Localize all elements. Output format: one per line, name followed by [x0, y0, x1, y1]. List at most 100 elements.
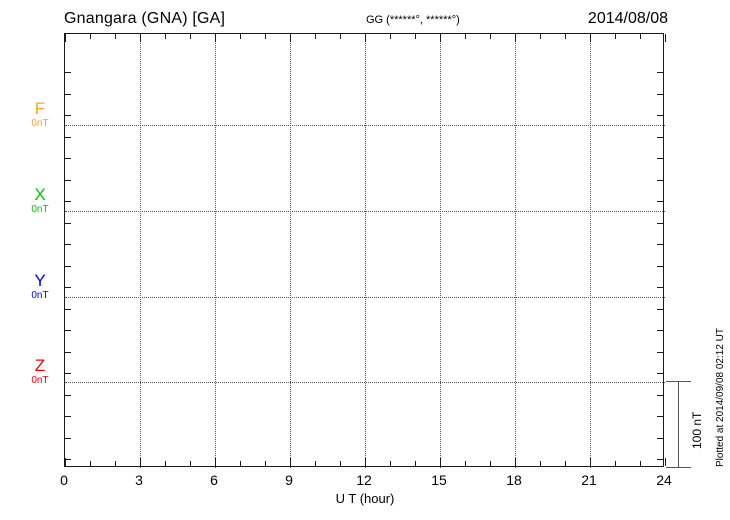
x-tick-minor — [565, 34, 566, 39]
x-tick-major — [515, 458, 516, 466]
x-tick-minor — [615, 461, 616, 466]
x-tick-minor — [490, 461, 491, 466]
y-tick-minor — [65, 438, 71, 439]
x-axis-title: U T (hour) — [335, 491, 395, 506]
y-tick-minor — [65, 266, 71, 267]
y-tick-minor — [657, 223, 663, 224]
plotted-at-timestamp: Plotted at 2014/09/08 02:12 UT — [715, 328, 726, 467]
component-letter: F — [34, 99, 46, 118]
x-tick-major — [215, 34, 216, 42]
x-tick-major — [665, 458, 666, 466]
y-tick-minor — [65, 180, 71, 181]
component-label-y: Y 0nT — [18, 272, 62, 302]
gridline-vertical — [515, 34, 516, 468]
x-tick-minor — [165, 34, 166, 39]
x-tick-label: 0 — [60, 472, 68, 488]
x-tick-minor — [465, 34, 466, 39]
scale-bar-cap-top — [666, 381, 691, 382]
x-tick-minor — [640, 34, 641, 39]
y-tick-minor — [657, 158, 663, 159]
x-tick-major — [590, 34, 591, 42]
component-baseline-value: 0nT — [31, 204, 49, 215]
y-tick-minor — [657, 180, 663, 181]
y-tick-minor — [65, 309, 71, 310]
x-tick-minor — [165, 461, 166, 466]
x-tick-minor — [115, 34, 116, 39]
gridline-baseline-f — [65, 125, 665, 126]
x-tick-major — [590, 458, 591, 466]
x-tick-minor — [90, 461, 91, 466]
x-tick-label: 12 — [356, 472, 372, 488]
y-tick-minor — [65, 416, 71, 417]
component-baseline-value: 0nT — [31, 118, 49, 129]
y-tick-minor — [657, 266, 663, 267]
y-tick-minor — [65, 373, 71, 374]
y-tick-minor — [657, 94, 663, 95]
x-tick-minor — [415, 34, 416, 39]
x-tick-major — [140, 458, 141, 466]
x-tick-minor — [390, 34, 391, 39]
y-tick-minor — [657, 459, 663, 460]
y-tick-minor — [65, 459, 71, 460]
y-tick-minor — [65, 395, 71, 396]
x-tick-major — [365, 458, 366, 466]
y-tick-minor — [657, 438, 663, 439]
y-tick-minor — [657, 309, 663, 310]
y-tick-minor — [657, 72, 663, 73]
component-letter: Y — [34, 271, 46, 290]
y-tick-minor — [657, 115, 663, 116]
x-tick-major — [290, 458, 291, 466]
y-tick-minor — [65, 287, 71, 288]
x-tick-label: 6 — [210, 472, 218, 488]
x-tick-minor — [565, 461, 566, 466]
y-tick-minor — [657, 201, 663, 202]
x-tick-major — [665, 34, 666, 42]
component-label-f: F 0nT — [18, 100, 62, 130]
y-tick-minor — [657, 395, 663, 396]
scale-bar-cap-bottom — [666, 467, 691, 468]
x-tick-minor — [240, 461, 241, 466]
x-tick-minor — [90, 34, 91, 39]
x-tick-label: 9 — [285, 472, 293, 488]
x-tick-minor — [190, 461, 191, 466]
x-tick-minor — [190, 34, 191, 39]
y-tick-minor — [65, 115, 71, 116]
x-tick-minor — [115, 461, 116, 466]
x-tick-label: 24 — [656, 472, 672, 488]
y-tick-minor — [65, 72, 71, 73]
component-label-x: X 0nT — [18, 186, 62, 216]
x-tick-label: 21 — [581, 472, 597, 488]
y-tick-minor — [65, 223, 71, 224]
observation-date: 2014/08/08 — [587, 10, 668, 27]
gridline-baseline-y — [65, 297, 665, 298]
x-tick-minor — [465, 461, 466, 466]
x-tick-minor — [315, 34, 316, 39]
x-tick-major — [440, 458, 441, 466]
x-tick-major — [440, 34, 441, 42]
geographic-coordinates: GG (******°, ******°) — [366, 14, 460, 26]
gridline-vertical — [140, 34, 141, 468]
y-tick-minor — [65, 352, 71, 353]
y-tick-minor — [657, 137, 663, 138]
gridline-vertical — [590, 34, 591, 468]
y-tick-minor — [657, 244, 663, 245]
station-title: Gnangara (GNA) [GA] — [64, 10, 226, 27]
plot-area — [64, 33, 666, 468]
x-tick-minor — [415, 461, 416, 466]
x-tick-major — [65, 458, 66, 466]
x-tick-major — [215, 458, 216, 466]
x-tick-minor — [615, 34, 616, 39]
x-tick-minor — [240, 34, 241, 39]
y-tick-minor — [657, 330, 663, 331]
x-tick-minor — [640, 461, 641, 466]
component-letter: Z — [34, 356, 46, 375]
component-label-z: Z 0nT — [18, 357, 62, 387]
gridline-vertical — [215, 34, 216, 468]
x-tick-major — [365, 34, 366, 42]
x-tick-minor — [265, 34, 266, 39]
y-tick-minor — [65, 330, 71, 331]
y-tick-minor — [65, 244, 71, 245]
x-tick-minor — [490, 34, 491, 39]
x-tick-label: 15 — [431, 472, 447, 488]
y-tick-minor — [657, 416, 663, 417]
